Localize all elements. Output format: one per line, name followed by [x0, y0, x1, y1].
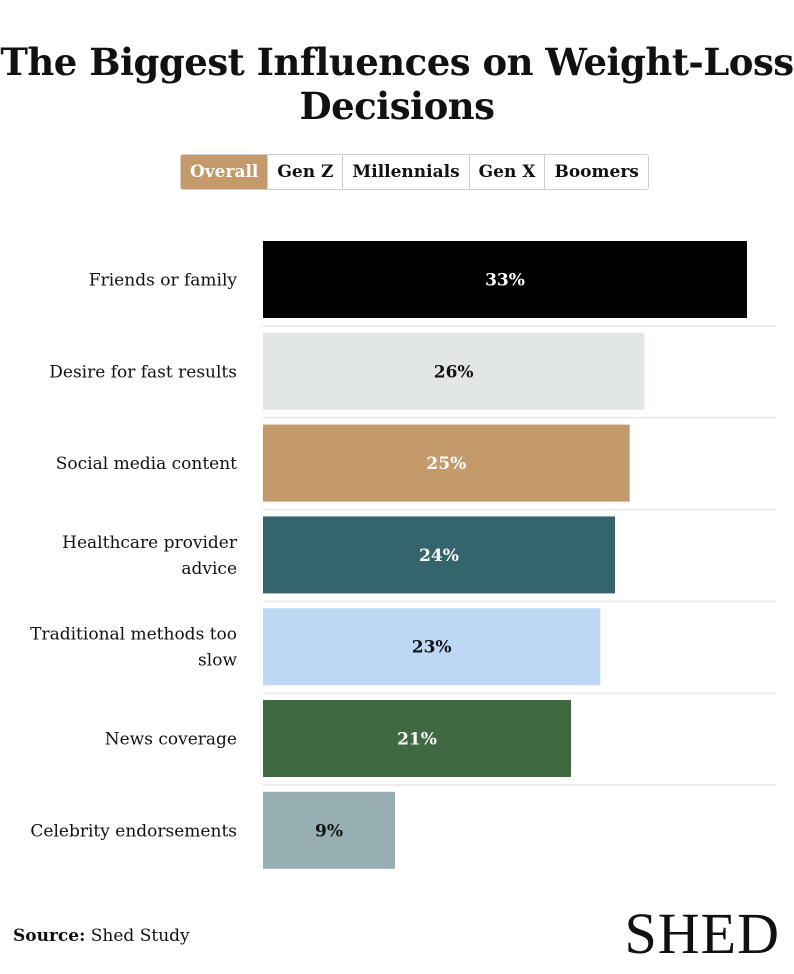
bar-value-label: 25%: [426, 454, 466, 474]
category-label: News coverage: [105, 730, 237, 750]
source-note: Source: Shed Study: [13, 926, 190, 946]
bar-3: [263, 516, 615, 594]
bar-value-label: 23%: [412, 638, 452, 658]
tab-overall[interactable]: Overall: [181, 155, 268, 189]
shed-logo: SHED: [624, 901, 780, 966]
category-label: Social media content: [56, 454, 237, 474]
bar-value-label: 26%: [434, 362, 474, 382]
tab-boomers[interactable]: Boomers: [544, 155, 648, 189]
bar-5: [263, 700, 571, 777]
bar-value-label: 21%: [397, 730, 437, 750]
bar-1: [263, 332, 645, 410]
bar-value-label: 33%: [485, 271, 525, 291]
bar-2: [263, 424, 630, 502]
bar-0: [263, 241, 747, 318]
category-label: Healthcare provider advice: [62, 533, 238, 579]
bar-6: [263, 791, 395, 869]
category-label: Desire for fast results: [49, 362, 237, 382]
bar-4: [263, 608, 601, 686]
segment-tabs: Overall Gen Z Millennials Gen X Boomers: [180, 154, 649, 190]
tab-gen-x[interactable]: Gen X: [468, 155, 545, 189]
category-label: Traditional methods too slow: [30, 625, 237, 671]
bar-value-label: 24%: [419, 546, 459, 566]
source-label: Source:: [13, 926, 86, 946]
tab-gen-z[interactable]: Gen Z: [267, 155, 343, 189]
tab-millennials[interactable]: Millennials: [342, 155, 469, 189]
category-label: Celebrity endorsements: [30, 821, 237, 841]
bar-value-label: 9%: [315, 821, 343, 841]
category-label: Friends or family: [89, 271, 238, 291]
bar-chart: 33% Friends or family 26% Desire for fast r…: [30, 241, 776, 869]
chart-title: The Biggest Influences on Weight-Loss De…: [0, 40, 794, 128]
source-text: Shed Study: [90, 926, 190, 946]
